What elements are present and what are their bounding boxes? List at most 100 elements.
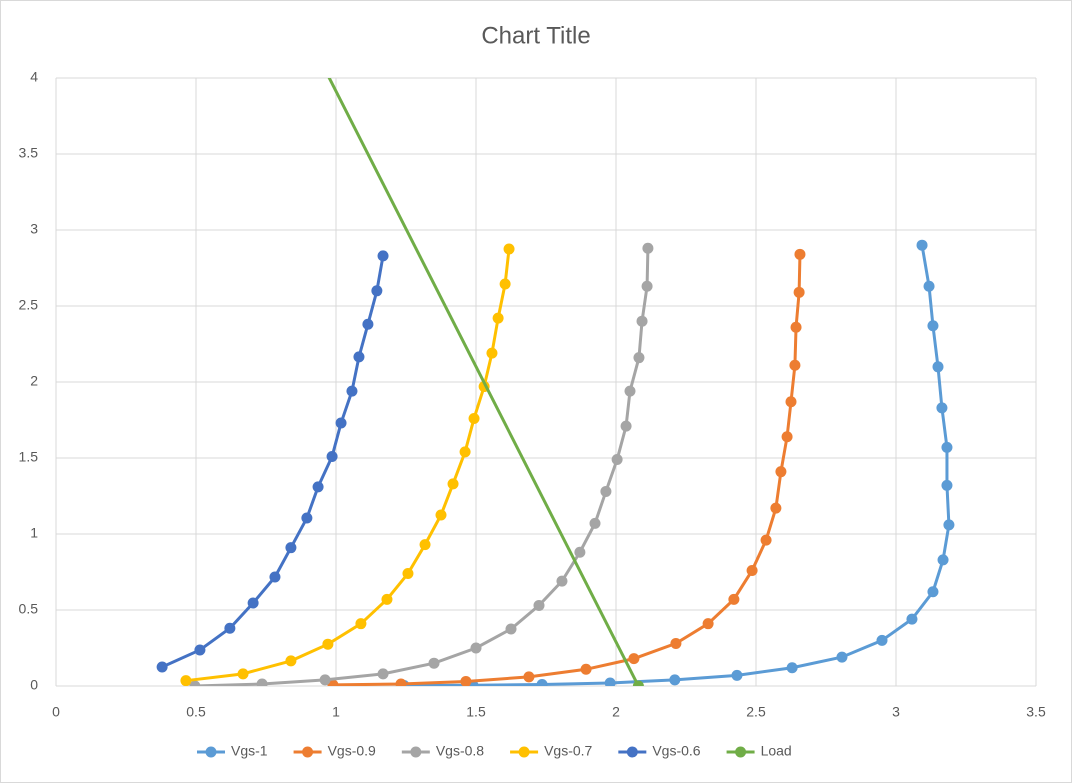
marker	[906, 613, 918, 625]
marker	[301, 512, 313, 524]
marker	[346, 385, 358, 397]
marker	[402, 568, 414, 580]
marker	[285, 542, 297, 554]
marker	[927, 320, 939, 332]
marker	[731, 669, 743, 681]
plot-area	[156, 78, 955, 686]
marker	[781, 431, 793, 443]
marker	[381, 593, 393, 605]
marker	[794, 248, 806, 260]
marker	[936, 402, 948, 414]
marker	[322, 638, 334, 650]
marker	[362, 318, 374, 330]
legend-marker	[410, 746, 422, 758]
marker	[533, 599, 545, 611]
marker	[728, 593, 740, 605]
marker	[589, 517, 601, 529]
marker	[460, 675, 472, 686]
marker	[355, 618, 367, 630]
legend-label: Vgs-1	[231, 743, 268, 759]
x-tick-label: 2	[612, 704, 620, 720]
marker	[770, 502, 782, 514]
y-tick-label: 0	[30, 677, 38, 693]
legend: Vgs-1 Vgs-0.9 Vgs-0.8 Vgs-0.7 Vgs-0.6 Load	[197, 743, 792, 759]
legend-label: Vgs-0.9	[328, 743, 376, 759]
marker	[492, 312, 504, 324]
marker	[285, 655, 297, 667]
marker	[574, 546, 586, 558]
marker	[937, 554, 949, 566]
marker	[435, 509, 447, 521]
marker	[786, 662, 798, 674]
marker	[499, 278, 511, 290]
marker	[256, 678, 268, 686]
marker	[836, 651, 848, 663]
marker	[604, 677, 616, 686]
x-tick-label: 1.5	[466, 704, 486, 720]
marker	[536, 678, 548, 686]
marker	[641, 280, 653, 292]
marker	[636, 315, 648, 327]
marker	[580, 663, 592, 675]
marker	[189, 680, 201, 686]
marker	[224, 622, 236, 634]
marker	[377, 250, 389, 262]
marker	[353, 351, 365, 363]
marker	[395, 678, 407, 686]
legend-marker	[735, 746, 747, 758]
marker	[746, 564, 758, 576]
marker	[923, 280, 935, 292]
legend-marker	[626, 746, 638, 758]
marker	[793, 286, 805, 298]
marker	[523, 671, 535, 683]
legend-label: Vgs-0.7	[544, 743, 592, 759]
x-tick-label: 2.5	[746, 704, 766, 720]
marker	[941, 479, 953, 491]
marker	[247, 597, 259, 609]
marker	[632, 680, 644, 686]
chart-title: Chart Title	[481, 22, 590, 49]
marker	[775, 466, 787, 478]
marker	[326, 450, 338, 462]
y-tick-label: 1.5	[19, 449, 39, 465]
marker	[620, 420, 632, 432]
x-tick-label: 3	[892, 704, 900, 720]
marker	[785, 396, 797, 408]
legend-label: Load	[761, 743, 792, 759]
y-tick-label: 2	[30, 373, 38, 389]
marker	[156, 661, 168, 673]
marker	[941, 441, 953, 453]
marker	[633, 352, 645, 364]
marker	[790, 321, 802, 333]
marker	[505, 623, 517, 635]
series-line	[404, 244, 951, 686]
marker	[468, 412, 480, 424]
marker	[927, 586, 939, 598]
series-line	[327, 78, 640, 686]
marker	[459, 446, 471, 458]
legend-marker	[302, 746, 314, 758]
marker	[628, 653, 640, 665]
legend-marker	[205, 746, 217, 758]
marker	[377, 668, 389, 680]
marker	[669, 674, 681, 686]
marker	[269, 571, 281, 583]
marker	[486, 347, 498, 359]
x-tick-label: 1	[332, 704, 340, 720]
y-tick-label: 3.5	[19, 145, 39, 161]
marker	[503, 243, 515, 255]
x-tick-label: 0	[52, 704, 60, 720]
marker	[470, 642, 482, 654]
marker	[600, 485, 612, 497]
marker	[556, 575, 568, 587]
marker	[180, 675, 192, 686]
marker	[237, 668, 249, 680]
marker	[312, 481, 324, 493]
marker	[419, 539, 431, 551]
marker	[876, 634, 888, 646]
legend-label: Vgs-0.8	[436, 743, 484, 759]
y-tick-label: 1	[30, 525, 38, 541]
marker	[319, 674, 331, 686]
